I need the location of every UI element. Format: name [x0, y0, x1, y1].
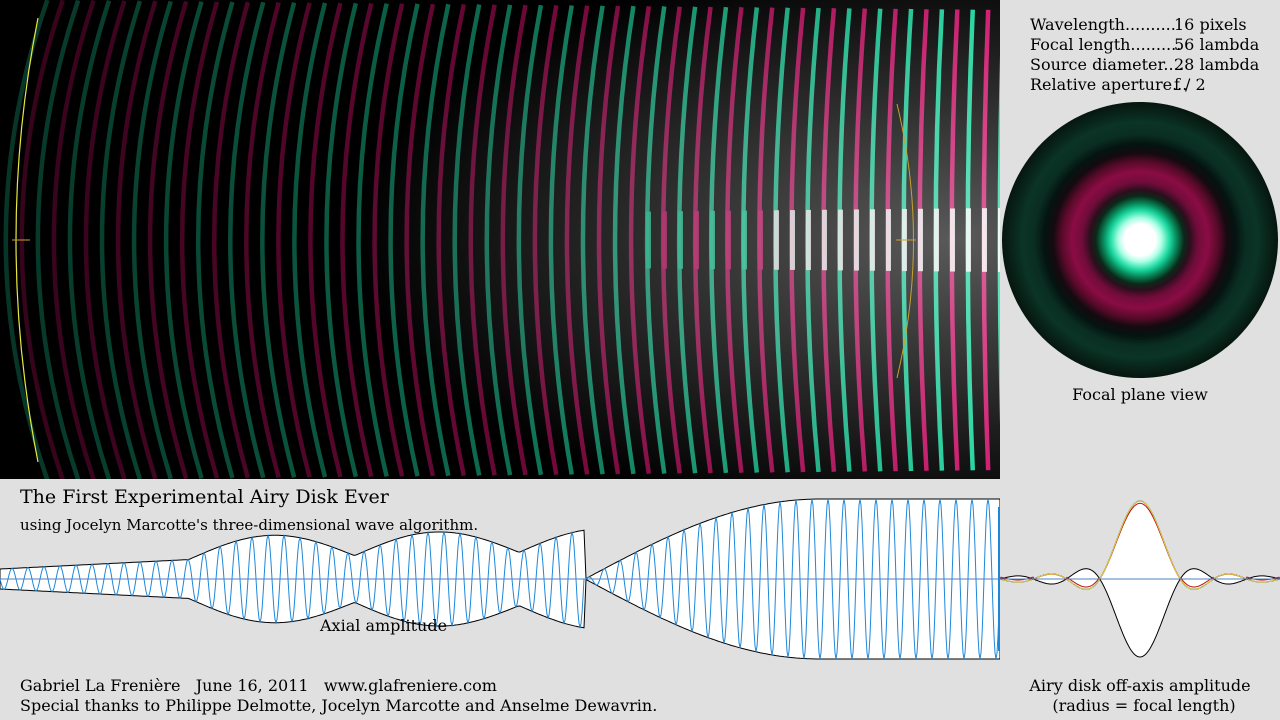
page-subtitle: using Jocelyn Marcotte's three-dimension… — [20, 516, 479, 534]
airy-curve-yellow — [1000, 500, 1280, 590]
focal-curve — [896, 103, 914, 379]
airy-plot-sublabel: (radius = focal length) — [1052, 696, 1236, 715]
airy-offaxis-plot — [1000, 500, 1280, 658]
wave-field — [0, 0, 1000, 479]
axial-amplitude-label: Axial amplitude — [320, 616, 448, 635]
wave-simulation-panel — [0, 0, 1000, 479]
airy-plot-label: Airy disk off-axis amplitude — [1029, 676, 1251, 695]
focal-plane-label: Focal plane view — [1072, 385, 1208, 404]
parameters-list: Wavelength.......... 16 pixels Focal leng… — [1030, 15, 1259, 95]
param-source-diameter: Source diameter.... 28 lambda — [1030, 55, 1260, 74]
param-focal-length: Focal length.......... 56 lambda — [1030, 35, 1260, 54]
axial-amplitude-plot — [0, 498, 1000, 660]
thanks-line: Special thanks to Philippe Delmotte, Joc… — [20, 696, 658, 715]
param-relative-aperture: Relative aperture... f / 2 — [1030, 75, 1206, 94]
param-wavelength: Wavelength.......... 16 pixels — [1030, 15, 1247, 34]
axial-wave — [0, 498, 1000, 660]
page-title: The First Experimental Airy Disk Ever — [20, 486, 389, 508]
credit-line: Gabriel La Frenière June 16, 2011 www.gl… — [20, 676, 497, 695]
focal-plane-airy-disk — [1002, 102, 1278, 378]
right-panel: Wavelength.......... 16 pixels Focal leng… — [1000, 0, 1280, 479]
